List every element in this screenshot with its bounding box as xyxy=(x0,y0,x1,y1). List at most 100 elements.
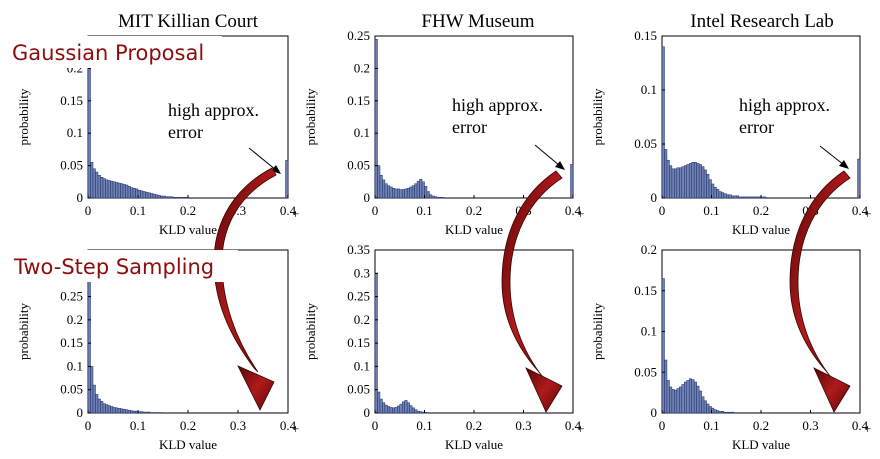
x-axis-end-mark: + xyxy=(577,206,584,221)
histogram-bar xyxy=(145,191,149,199)
histogram-bar xyxy=(713,409,717,414)
histogram-bar xyxy=(127,186,131,199)
histogram-bar xyxy=(723,411,727,414)
annotation-line-1: high approx. xyxy=(452,95,543,115)
column-title-intel: Intel Research Lab xyxy=(690,11,833,32)
histogram-bar xyxy=(671,389,675,414)
x-tick-label: 0.2 xyxy=(753,418,769,433)
histogram-bar xyxy=(431,195,435,199)
histogram-bar xyxy=(570,164,574,199)
histogram-bar xyxy=(684,165,688,199)
x-axis-label: KLD value xyxy=(732,437,790,452)
histogram-bar xyxy=(382,402,386,414)
histogram-bar xyxy=(127,409,131,414)
y-tick-label: 0.1 xyxy=(641,324,657,339)
y-tick-label: 0.2 xyxy=(354,312,370,327)
histogram-bar xyxy=(102,178,106,199)
histogram-bar xyxy=(92,168,96,199)
histogram-panel: 00.050.10.150.200.10.20.30.4+KLD valuepr… xyxy=(16,35,299,237)
histogram-bar xyxy=(95,394,99,414)
histogram-bar xyxy=(105,404,109,414)
y-axis-label: probability xyxy=(590,88,605,146)
histogram-bar xyxy=(152,193,156,199)
histogram-bar xyxy=(755,196,759,199)
histogram-bar xyxy=(150,193,154,199)
x-tick-label: 0.2 xyxy=(180,418,196,433)
histogram-bar xyxy=(142,411,146,414)
histogram-bar xyxy=(416,180,420,199)
y-tick-label: 0.1 xyxy=(67,125,83,140)
histogram-bar xyxy=(110,406,114,414)
histogram-bar xyxy=(404,188,408,199)
transition-arrow-mit xyxy=(213,167,277,411)
histogram-bar xyxy=(857,158,861,199)
annotation-arrow xyxy=(819,145,845,166)
annotation-arrow xyxy=(248,147,277,171)
transition-arrow-fhw xyxy=(501,170,563,413)
x-tick-label: 0.2 xyxy=(180,203,196,218)
histogram-bar xyxy=(157,195,161,199)
histogram-bar xyxy=(397,188,400,199)
histogram-bar xyxy=(696,163,700,199)
row-label-background-gaussian xyxy=(8,36,222,68)
annotation-line-1: high approx. xyxy=(168,100,259,120)
histogram-bar xyxy=(419,411,423,414)
annotation-fhw: high approx. error xyxy=(452,95,565,170)
x-tick-label: 0.4 xyxy=(852,203,869,218)
x-tick-label: 0.1 xyxy=(130,203,146,218)
histogram-bar xyxy=(661,46,665,199)
histogram-bar xyxy=(736,195,739,199)
x-tick-label: 0.4 xyxy=(280,203,297,218)
histogram-bar xyxy=(679,386,683,414)
histogram-bar xyxy=(676,167,680,199)
x-tick-label: 0 xyxy=(659,203,666,218)
x-axis-end-mark: + xyxy=(292,206,299,221)
histogram-bar xyxy=(132,188,136,199)
histogram-bar xyxy=(387,406,391,414)
row-label-background-two-step xyxy=(8,250,238,282)
y-tick-label: 0.15 xyxy=(60,93,83,108)
x-axis-label: KLD value xyxy=(732,222,790,237)
histogram-panel: 0 0.05 0.1 0.15 0.2 0.25 0.3 0.35 0 0.1 0.2 0.3 0.4+… xyxy=(303,242,584,452)
histogram-bar xyxy=(399,403,403,414)
histogram-bar xyxy=(105,179,109,199)
histogram-bar xyxy=(397,405,400,414)
histogram-bar xyxy=(92,384,96,414)
y-tick-label: 0.05 xyxy=(60,382,83,397)
histogram-bar xyxy=(743,196,747,199)
histogram-panels: 00.050.10.150.200.10.20.30.4+KLD valuepr… xyxy=(16,28,871,452)
histogram-bar xyxy=(95,171,99,199)
y-tick-label: 0.1 xyxy=(354,125,370,140)
y-tick-label: 0.05 xyxy=(60,158,83,173)
histogram-bar xyxy=(132,410,136,414)
histogram-bar xyxy=(115,407,119,414)
x-tick-label: 0.3 xyxy=(230,418,246,433)
histogram-bar xyxy=(706,403,710,414)
histogram-bar xyxy=(120,183,124,199)
histogram-bar xyxy=(97,398,101,414)
x-tick-label: 0.1 xyxy=(416,203,432,218)
histogram-bar xyxy=(688,163,692,199)
histogram-bar xyxy=(661,278,665,414)
x-tick-label: 0 xyxy=(85,418,92,433)
histogram-bar xyxy=(122,184,126,199)
histogram-bar xyxy=(392,188,396,199)
x-tick-label: 0 xyxy=(659,418,666,433)
histogram-bar xyxy=(170,196,174,199)
histogram-bar xyxy=(693,162,697,199)
x-tick-label: 0.1 xyxy=(703,418,719,433)
row-label-gaussian-proposal: Gaussian Proposal xyxy=(12,41,204,65)
histogram-bar xyxy=(147,192,151,199)
x-tick-label: 0.2 xyxy=(466,203,482,218)
histogram-bar xyxy=(160,195,164,199)
histogram-bar xyxy=(140,190,144,199)
histogram-bar xyxy=(102,403,106,414)
histogram-bar xyxy=(120,408,124,414)
histogram-bar xyxy=(409,405,413,414)
histogram-bar xyxy=(686,380,690,414)
y-tick-label: 0.1 xyxy=(354,358,370,373)
y-tick-label: 0.25 xyxy=(347,289,370,304)
y-tick-label: 0 xyxy=(77,405,84,420)
histogram-bar xyxy=(728,411,732,414)
